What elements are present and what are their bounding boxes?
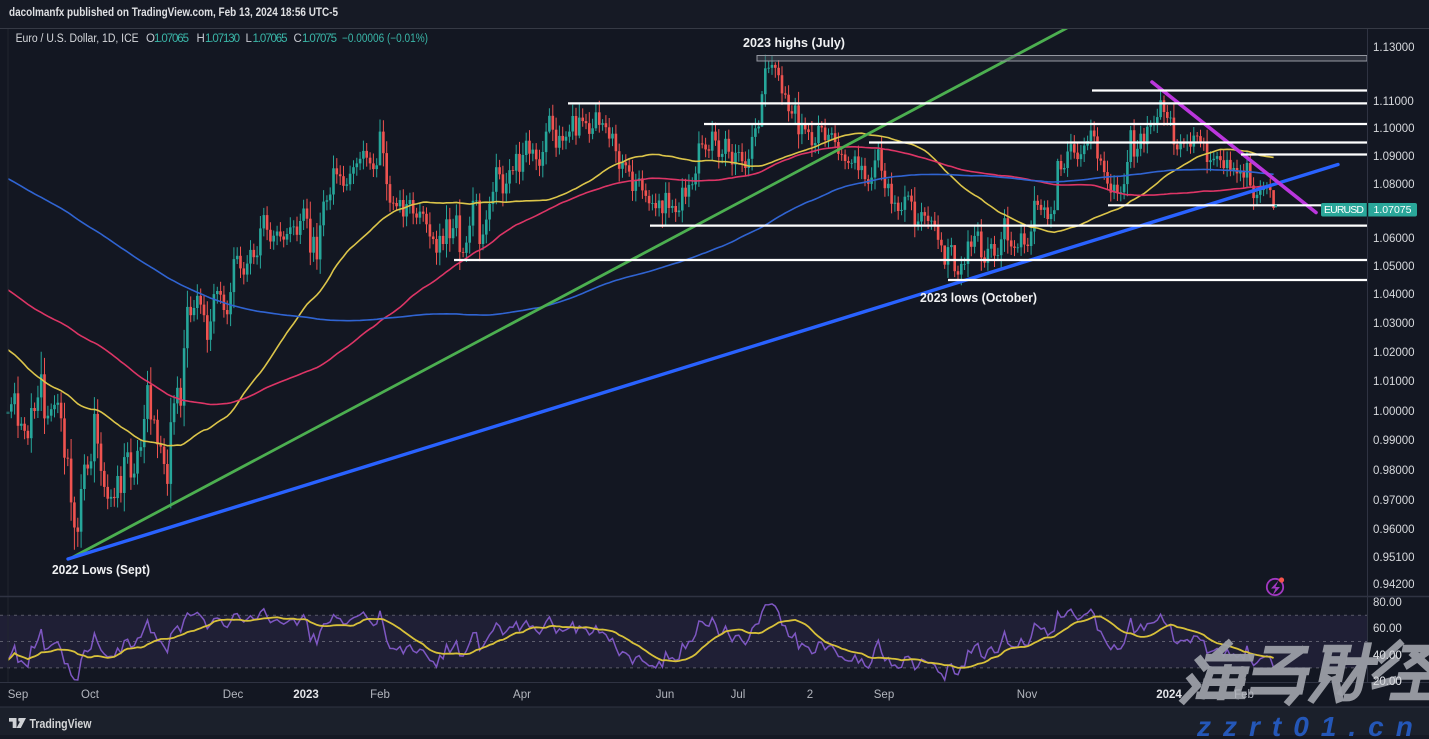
svg-text:zzrt01.cn: zzrt01.cn <box>1196 711 1425 739</box>
svg-text:Sep: Sep <box>874 689 894 701</box>
svg-text:Feb: Feb <box>370 689 390 701</box>
svg-text:1.13000: 1.13000 <box>1373 42 1415 54</box>
svg-text:1.06000: 1.06000 <box>1373 233 1415 245</box>
svg-text:40.00: 40.00 <box>1373 650 1402 662</box>
svg-text:2023: 2023 <box>293 689 319 701</box>
svg-text:Dec: Dec <box>223 689 244 701</box>
svg-text:0.97000: 0.97000 <box>1373 495 1415 507</box>
svg-text:0.95100: 0.95100 <box>1373 552 1415 564</box>
svg-text:1.10000: 1.10000 <box>1373 123 1415 135</box>
svg-text:1.03000: 1.03000 <box>1373 318 1415 330</box>
svg-text:Feb: Feb <box>1234 689 1254 701</box>
svg-text:0.94200: 0.94200 <box>1373 579 1415 591</box>
svg-text:TradingView: TradingView <box>30 716 93 731</box>
svg-text:1.04000: 1.04000 <box>1373 289 1415 301</box>
svg-text:Jul: Jul <box>731 689 746 701</box>
svg-text:2022 Lows (Sept): 2022 Lows (Sept) <box>52 562 150 577</box>
svg-text:0.99000: 0.99000 <box>1373 435 1415 447</box>
svg-text:1.11000: 1.11000 <box>1373 96 1414 108</box>
svg-text:1.09000: 1.09000 <box>1373 151 1415 163</box>
svg-text:dacolmanfx published on Tradin: dacolmanfx published on TradingView.com,… <box>9 5 338 19</box>
svg-text:1.00000: 1.00000 <box>1373 406 1415 418</box>
svg-text:1.07075: 1.07075 <box>1374 204 1412 216</box>
svg-text:Sep: Sep <box>8 689 28 701</box>
svg-text:Jun: Jun <box>656 689 675 701</box>
svg-text:1.02000: 1.02000 <box>1373 347 1415 359</box>
svg-text:1.05000: 1.05000 <box>1373 261 1415 273</box>
svg-text:1.01000: 1.01000 <box>1373 376 1415 388</box>
svg-text:0.96000: 0.96000 <box>1373 524 1415 536</box>
svg-text:1.08000: 1.08000 <box>1373 179 1415 191</box>
svg-text:Apr: Apr <box>513 689 531 701</box>
svg-text:EURUSD: EURUSD <box>1324 204 1364 216</box>
svg-text:20.00: 20.00 <box>1373 676 1402 688</box>
svg-text:0.98000: 0.98000 <box>1373 465 1415 477</box>
svg-text:2024: 2024 <box>1156 689 1182 701</box>
svg-text:2023 highs (July): 2023 highs (July) <box>743 35 845 50</box>
svg-text:Oct: Oct <box>81 689 100 701</box>
svg-text:Nov: Nov <box>1017 689 1038 701</box>
svg-text:80.00: 80.00 <box>1373 597 1402 609</box>
svg-text:60.00: 60.00 <box>1373 623 1402 635</box>
svg-text:2023 lows (October): 2023 lows (October) <box>920 290 1037 305</box>
svg-text:2: 2 <box>807 689 813 701</box>
